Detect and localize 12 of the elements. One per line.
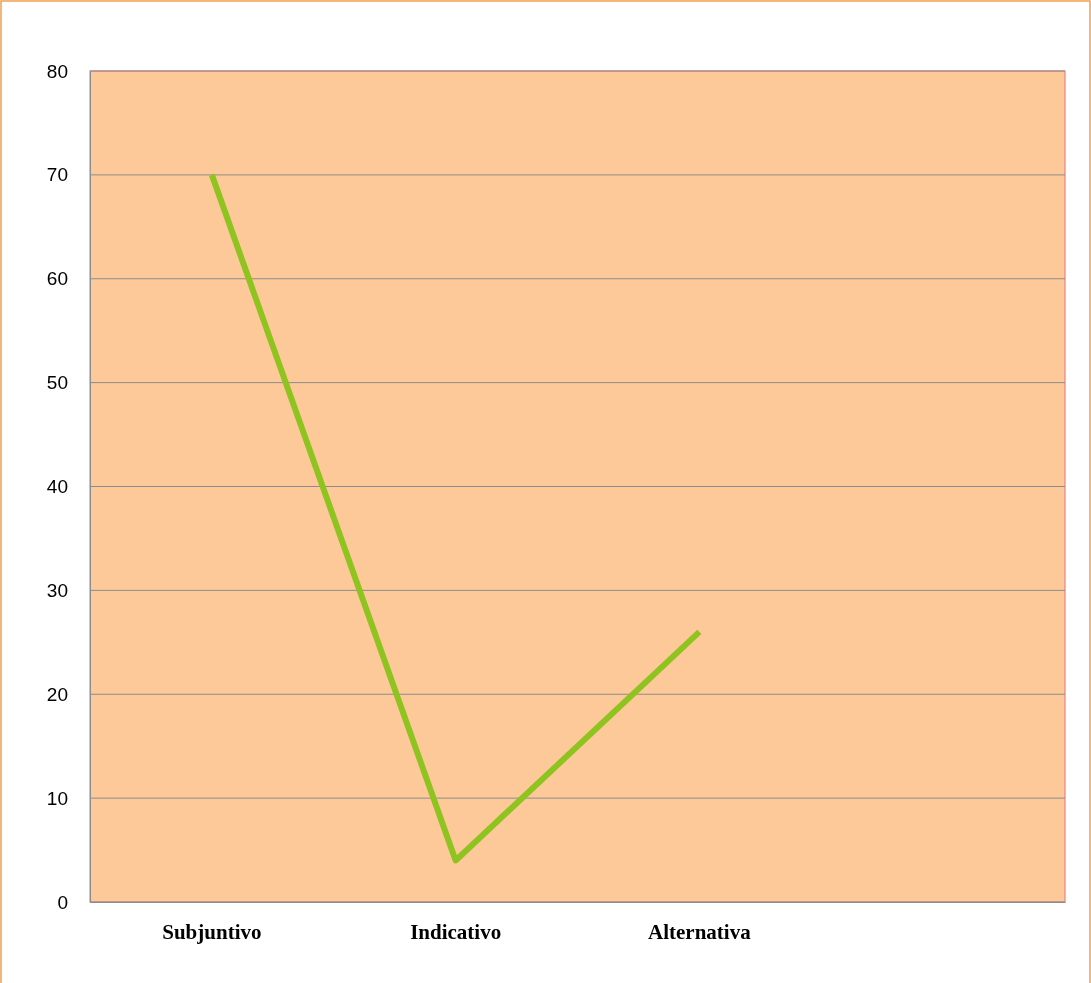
x-tick-label: Alternativa bbox=[648, 919, 752, 944]
y-tick-label: 50 bbox=[46, 372, 68, 394]
y-tick-label: 70 bbox=[46, 164, 68, 186]
y-tick-label: 10 bbox=[46, 787, 68, 809]
y-tick-label: 0 bbox=[57, 891, 68, 913]
y-tick-label: 30 bbox=[46, 579, 68, 601]
y-tick-label: 20 bbox=[46, 683, 68, 705]
y-tick-label: 40 bbox=[46, 476, 68, 498]
y-tick-label: 80 bbox=[46, 60, 68, 82]
x-tick-label: Subjuntivo bbox=[162, 919, 262, 944]
x-tick-label: Indicativo bbox=[410, 919, 502, 944]
y-tick-label: 60 bbox=[46, 268, 68, 290]
